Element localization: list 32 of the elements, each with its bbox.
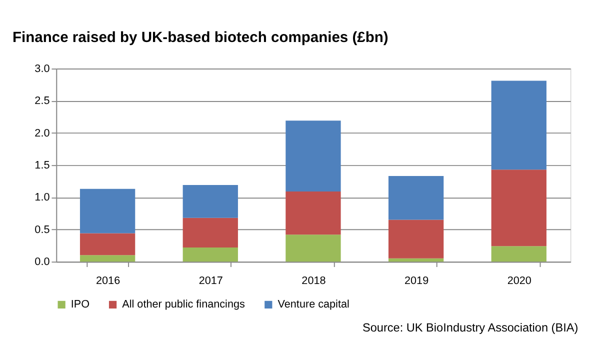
y-tick-label: 2.5 (34, 95, 50, 108)
y-tick-label: 1.5 (34, 160, 50, 172)
y-tick-label: 2.0 (34, 127, 50, 140)
bar (388, 220, 444, 258)
legend-label: All other public financings (122, 298, 246, 311)
y-tick-label: 3.0 (34, 62, 50, 75)
bar (388, 258, 444, 262)
y-tick-label: 1.0 (34, 192, 50, 204)
bar (286, 120, 341, 192)
bar (286, 234, 341, 262)
bar (80, 188, 136, 234)
legend-label: Venture capital (278, 298, 350, 311)
bar (182, 247, 238, 262)
bar (491, 246, 546, 262)
bar (491, 80, 546, 170)
x-tick-label: 2016 (96, 274, 120, 287)
x-tick-label: 2019 (404, 274, 429, 287)
chart-title: Finance raised by UK-based biotech companies (£bn) (12, 30, 388, 46)
y-tick-label: 0.5 (34, 224, 50, 236)
source-note: Source: UK BioIndustry Association (BIA) (362, 320, 578, 335)
bar (80, 233, 136, 256)
bar (286, 191, 341, 235)
bar (491, 170, 546, 246)
bar (388, 176, 444, 220)
x-tick-label: 2020 (507, 274, 532, 287)
bar (182, 218, 238, 248)
x-tick-label: 2017 (198, 274, 223, 287)
x-tick-label: 2018 (302, 274, 326, 287)
y-tick-label: 0.0 (34, 256, 50, 268)
legend-label: IPO (70, 298, 90, 311)
bar (182, 185, 238, 218)
bar (80, 255, 136, 262)
